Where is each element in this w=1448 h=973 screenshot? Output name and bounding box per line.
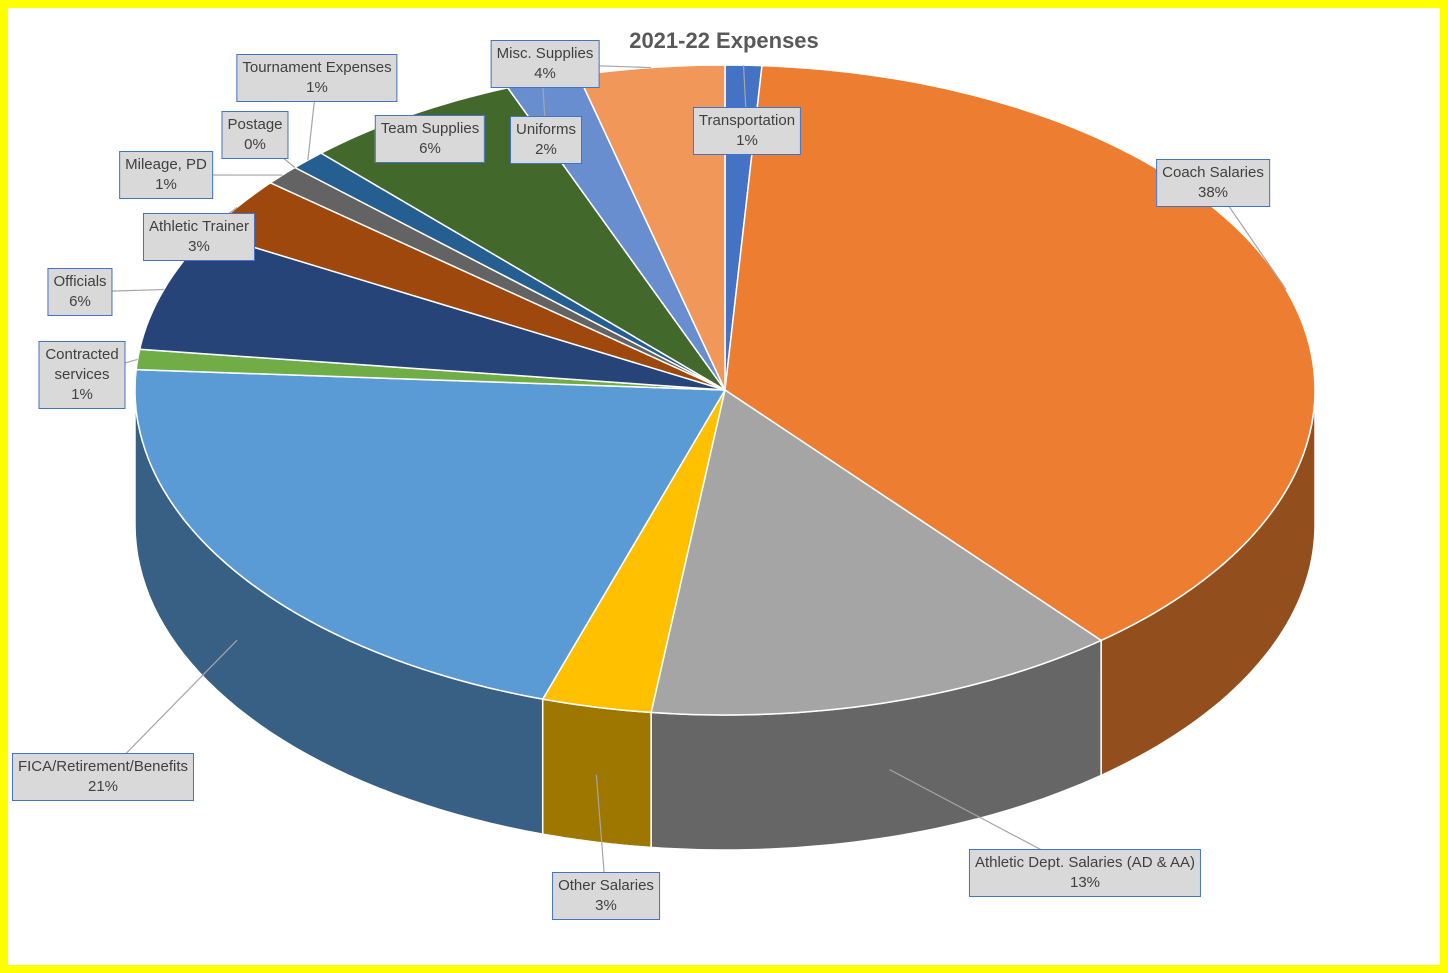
data-label: Tournament Expenses 1% bbox=[236, 54, 398, 102]
category-label: Contracted services bbox=[45, 346, 119, 383]
value-label: 1% bbox=[155, 176, 177, 193]
data-label: Team Supplies 6% bbox=[374, 115, 486, 163]
data-label: Athletic Trainer 3% bbox=[142, 213, 256, 261]
data-label: Contracted services 1% bbox=[38, 341, 126, 409]
category-label: Coach Salaries bbox=[1162, 164, 1264, 181]
value-label: 6% bbox=[69, 293, 91, 310]
data-label: Uniforms 2% bbox=[509, 116, 583, 164]
value-label: 1% bbox=[736, 132, 758, 149]
slice bbox=[541, 389, 726, 714]
value-label: 4% bbox=[534, 65, 556, 82]
data-label: Coach Salaries 38% bbox=[1156, 159, 1270, 207]
value-label: 0% bbox=[244, 136, 266, 153]
data-label: Mileage, PD 1% bbox=[119, 151, 213, 199]
category-label: FICA/Retirement/Benefits bbox=[17, 758, 189, 775]
category-label: Athletic Dept. Salaries (AD & AA) bbox=[974, 854, 1196, 871]
data-label: Misc. Supplies 4% bbox=[490, 40, 600, 88]
category-label: Athletic Trainer bbox=[148, 218, 250, 235]
category-label: Other Salaries bbox=[558, 877, 654, 894]
category-label: Postage bbox=[227, 116, 283, 133]
category-label: Officials bbox=[53, 273, 107, 290]
data-label: Athletic Dept. Salaries (AD & AA) 13% bbox=[968, 849, 1202, 897]
value-label: 2% bbox=[535, 141, 557, 158]
value-label: 1% bbox=[306, 79, 328, 96]
slice bbox=[134, 368, 727, 700]
data-label: Transportation 1% bbox=[692, 107, 802, 155]
value-label: 38% bbox=[1197, 184, 1229, 201]
data-label: Other Salaries 3% bbox=[552, 872, 660, 920]
data-label: FICA/Retirement/Benefits 21% bbox=[11, 753, 195, 801]
chart bbox=[79, 63, 1316, 897]
category-label: Team Supplies bbox=[380, 120, 480, 137]
value-label: 1% bbox=[71, 386, 93, 403]
slice bbox=[724, 64, 1316, 642]
slice-side bbox=[541, 698, 652, 849]
chart-title: 2021-22 Expenses bbox=[629, 28, 819, 53]
category-label: Uniforms bbox=[515, 121, 577, 138]
value-label: 3% bbox=[595, 897, 617, 914]
category-label: Tournament Expenses bbox=[242, 59, 392, 76]
value-label: 6% bbox=[419, 140, 441, 157]
value-label: 3% bbox=[188, 238, 210, 255]
category-label: Transportation bbox=[698, 112, 796, 129]
category-label: Misc. Supplies bbox=[496, 45, 594, 62]
data-label: Postage 0% bbox=[221, 111, 289, 159]
value-label: 21% bbox=[87, 778, 119, 795]
category-label: Mileage, PD bbox=[125, 156, 207, 173]
value-label: 13% bbox=[1069, 874, 1101, 891]
data-label: Officials 6% bbox=[47, 268, 113, 316]
slice bbox=[650, 388, 1103, 716]
